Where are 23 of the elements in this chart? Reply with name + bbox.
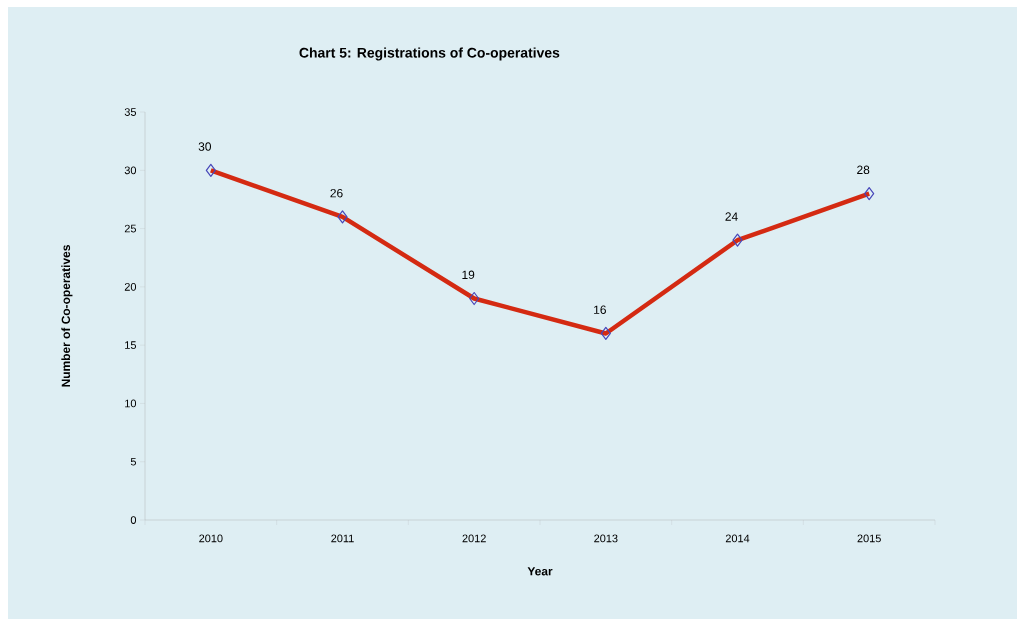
y-tick-label: 35 <box>124 108 137 116</box>
data-label: 16 <box>594 305 606 314</box>
x-tick-label: 2012 <box>462 534 486 543</box>
y-tick-label: 5 <box>130 457 137 466</box>
y-tick-label: 20 <box>124 282 137 291</box>
y-tick-label: 0 <box>130 516 137 524</box>
x-tick-label: 2013 <box>594 534 618 543</box>
data-label: 28 <box>857 165 870 175</box>
data-label: 19 <box>462 270 475 279</box>
data-label: 24 <box>725 212 738 221</box>
x-tick-label: 2015 <box>857 534 881 543</box>
chart-title: Chart 5: Registrations of Co-operatives <box>299 47 560 61</box>
x-axis-title: Year <box>527 567 553 576</box>
y-tick-label: 15 <box>125 341 137 349</box>
x-tick-label: 2011 <box>331 534 354 543</box>
data-label: 30 <box>198 142 212 151</box>
x-tick-label: 2014 <box>725 534 750 543</box>
y-tick-label: 25 <box>124 224 137 233</box>
data-label: 26 <box>330 188 343 198</box>
y-tick-label: 30 <box>124 166 137 175</box>
x-tick-label: 2010 <box>199 534 223 543</box>
y-axis-title: Number of Co-operatives <box>61 245 73 387</box>
y-tick-label: 10 <box>125 399 137 408</box>
